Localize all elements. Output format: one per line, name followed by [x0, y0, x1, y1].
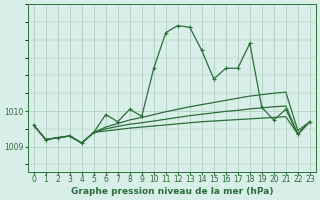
X-axis label: Graphe pression niveau de la mer (hPa): Graphe pression niveau de la mer (hPa): [70, 187, 273, 196]
